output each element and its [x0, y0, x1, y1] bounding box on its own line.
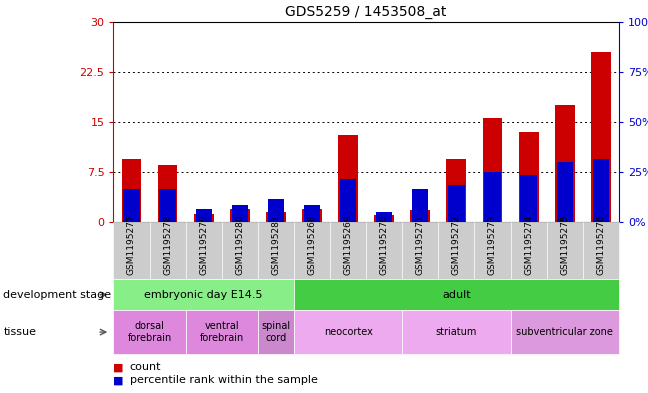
Bar: [230, 209, 249, 222]
Text: GSM1195268: GSM1195268: [307, 215, 316, 275]
Text: development stage: development stage: [3, 290, 111, 300]
Bar: [266, 212, 286, 222]
Title: GDS5259 / 1453508_at: GDS5259 / 1453508_at: [285, 5, 447, 19]
Bar: [446, 158, 467, 222]
Bar: [520, 175, 537, 222]
Bar: [196, 209, 212, 222]
Text: GSM1195269: GSM1195269: [343, 215, 353, 275]
Text: dorsal
forebrain: dorsal forebrain: [128, 321, 172, 343]
Bar: [302, 209, 322, 222]
Bar: [410, 210, 430, 222]
Text: GSM1195271: GSM1195271: [416, 215, 425, 275]
Text: count: count: [130, 362, 161, 373]
Text: GSM1195280: GSM1195280: [235, 215, 244, 275]
Bar: [231, 206, 248, 222]
Bar: [412, 189, 428, 222]
Text: striatum: striatum: [435, 327, 477, 337]
Bar: [591, 51, 610, 222]
Bar: [194, 214, 214, 222]
Text: GSM1195281: GSM1195281: [272, 215, 281, 275]
Bar: [304, 206, 320, 222]
Bar: [338, 135, 358, 222]
Text: GSM1195270: GSM1195270: [380, 215, 389, 275]
Text: spinal
cord: spinal cord: [261, 321, 290, 343]
Text: GSM1195273: GSM1195273: [488, 215, 497, 275]
Text: ■: ■: [113, 375, 124, 386]
Text: GSM1195277: GSM1195277: [127, 215, 136, 275]
Text: subventricular zone: subventricular zone: [516, 327, 613, 337]
Text: embryonic day E14.5: embryonic day E14.5: [145, 290, 263, 300]
Bar: [268, 198, 284, 222]
Bar: [593, 158, 609, 222]
Text: GSM1195276: GSM1195276: [596, 215, 605, 275]
Bar: [448, 185, 465, 222]
Text: ventral
forebrain: ventral forebrain: [200, 321, 244, 343]
Bar: [340, 178, 356, 222]
Text: GSM1195278: GSM1195278: [163, 215, 172, 275]
Bar: [555, 105, 575, 222]
Text: GSM1195272: GSM1195272: [452, 215, 461, 275]
Bar: [484, 172, 501, 222]
Text: percentile rank within the sample: percentile rank within the sample: [130, 375, 318, 386]
Text: GSM1195279: GSM1195279: [199, 215, 208, 275]
Text: adult: adult: [442, 290, 470, 300]
Bar: [483, 118, 502, 222]
Bar: [123, 189, 139, 222]
Bar: [122, 158, 141, 222]
Bar: [375, 215, 394, 222]
Text: GSM1195274: GSM1195274: [524, 215, 533, 275]
Text: tissue: tissue: [3, 327, 36, 337]
Text: neocortex: neocortex: [323, 327, 373, 337]
Bar: [518, 132, 538, 222]
Bar: [159, 189, 176, 222]
Text: ■: ■: [113, 362, 124, 373]
Bar: [157, 165, 178, 222]
Text: GSM1195275: GSM1195275: [560, 215, 569, 275]
Bar: [557, 162, 573, 222]
Bar: [376, 212, 392, 222]
